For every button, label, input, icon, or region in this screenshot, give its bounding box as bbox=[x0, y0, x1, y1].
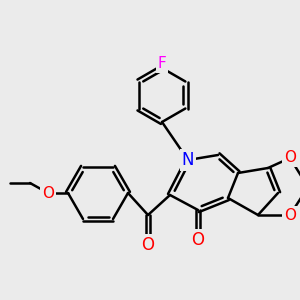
Text: O: O bbox=[191, 231, 205, 249]
Text: F: F bbox=[158, 56, 166, 71]
Text: O: O bbox=[42, 185, 54, 200]
Text: O: O bbox=[142, 236, 154, 254]
Text: O: O bbox=[284, 208, 296, 223]
Text: N: N bbox=[182, 151, 194, 169]
Text: O: O bbox=[284, 151, 296, 166]
